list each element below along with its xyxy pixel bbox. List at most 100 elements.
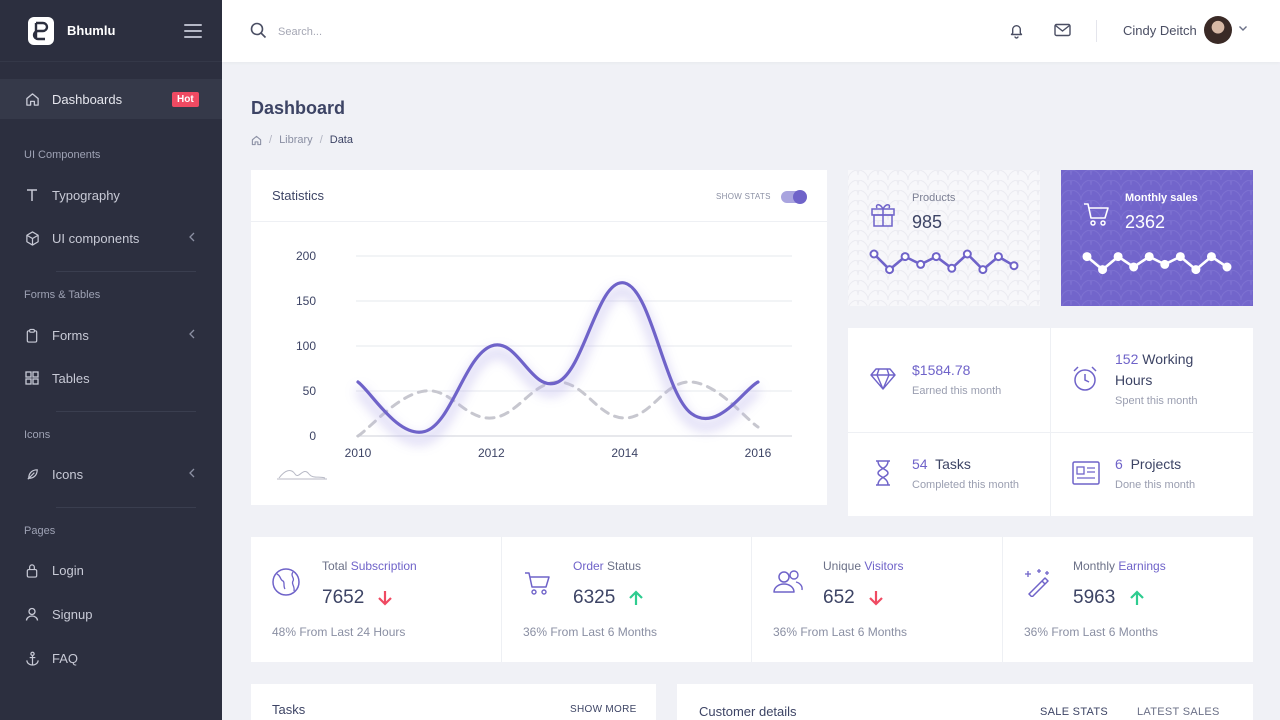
subscription-label: Total Subscription [322, 559, 417, 573]
sparkline-point [1206, 252, 1216, 262]
breadcrumb: / Library / Data [251, 134, 353, 146]
sparkline-path [1086, 255, 1228, 271]
y-tick-label: 150 [296, 294, 316, 308]
tab-latest-sales[interactable]: LATEST SALES [1137, 706, 1220, 718]
products-tile[interactable]: Products 985 [848, 170, 1040, 306]
x-tick-label: 2016 [745, 446, 772, 460]
avatar[interactable] [1204, 16, 1232, 44]
sparkline-point [1113, 252, 1123, 262]
sparkline-point [978, 265, 988, 275]
cart-icon [525, 572, 550, 595]
sidebar-item-label: Forms [52, 327, 89, 343]
show-more-link[interactable]: SHOW MORE [570, 704, 637, 715]
user-name[interactable]: Cindy Deitch [1123, 23, 1197, 38]
brand-logo-icon [28, 16, 54, 45]
monthly-sales-tile[interactable]: Monthly sales 2362 [1061, 170, 1253, 306]
brand[interactable]: Bhumlu [0, 0, 222, 62]
sidebar-item-label: Typography [52, 187, 120, 203]
tasks-sub: Completed this month [912, 479, 1019, 491]
subscription-foot: 48% From Last 24 Hours [272, 625, 406, 639]
home-icon[interactable] [251, 135, 262, 146]
sparkline-point [1191, 265, 1201, 275]
products-label: Products [912, 192, 956, 204]
y-tick-label: 100 [296, 339, 316, 353]
sidebar-item-ui-components[interactable]: UI components [0, 218, 222, 258]
chevron-down-icon[interactable] [1238, 25, 1248, 32]
series-shadow [356, 287, 760, 444]
sidebar-item-label: UI components [52, 230, 140, 246]
sparkline-point [869, 249, 879, 259]
statistics-card: Statistics SHOW STATS 0 50 100 150 200 2010 20… [251, 170, 827, 505]
sidebar-item-icons[interactable]: Icons [0, 454, 222, 494]
products-value: 985 [912, 212, 943, 232]
x-tick-label: 2012 [478, 446, 505, 460]
sparkline-point [1175, 252, 1185, 262]
arrow-up-icon [1130, 590, 1144, 605]
sparkline-point [1160, 259, 1170, 269]
tab-sale-stats[interactable]: SALE STATS [1040, 706, 1109, 718]
sparkline-point [931, 252, 941, 262]
products-sparkline [869, 249, 1019, 275]
show-stats-toggle[interactable] [781, 190, 807, 204]
monthly-earnings-value: 5963 [1073, 587, 1116, 608]
sidebar-item-tables[interactable]: Tables [0, 358, 222, 398]
menu-toggle-icon[interactable] [184, 24, 202, 38]
anchor-icon [24, 650, 40, 666]
monthly-sales-value: 2362 [1125, 212, 1166, 232]
divider [501, 537, 502, 662]
breadcrumb-link[interactable]: Library [279, 134, 313, 146]
earned-value: $1584.78 [912, 362, 971, 378]
feather-icon [24, 466, 40, 482]
typography-icon [24, 187, 40, 203]
earned-sub: Earned this month [912, 385, 1002, 397]
x-tick-label: 2014 [611, 446, 638, 460]
statistics-chart: 0 50 100 150 200 2010 2012 2014 2016 [277, 249, 792, 480]
sidebar-item-label: Icons [52, 466, 84, 482]
clipboard-icon [24, 327, 40, 343]
sidebar-item-faq[interactable]: FAQ [0, 638, 222, 678]
cart-icon [1084, 203, 1109, 226]
monthly-sales-label: Monthly sales [1125, 192, 1198, 204]
monthly-earnings-label: Monthly Earnings [1073, 559, 1166, 573]
mail-icon[interactable] [1054, 23, 1071, 37]
alarm-clock-icon [1073, 366, 1097, 391]
order-status-label: Order Status [573, 559, 642, 573]
header-divider [1096, 20, 1097, 42]
search-icon[interactable] [250, 22, 267, 39]
sidebar-item-signup[interactable]: Signup [0, 594, 222, 634]
sparkline-point [947, 263, 957, 273]
sparkline-point [916, 259, 926, 269]
monthly-sales-sparkline [1082, 252, 1232, 275]
statistics-title: Statistics [272, 188, 325, 203]
page-title: Dashboard [251, 98, 346, 118]
gift-icon [871, 204, 895, 227]
sidebar-item-dashboards[interactable]: Dashboards Hot [0, 79, 222, 119]
diamond-icon [870, 368, 896, 390]
y-tick-label: 50 [303, 384, 317, 398]
y-tick-label: 200 [296, 249, 316, 263]
search-input[interactable] [278, 21, 578, 43]
hot-badge: Hot [172, 92, 199, 107]
tasks-title: Tasks [272, 702, 306, 717]
customer-details-card: Customer details SALE STATS LATEST SALES [677, 684, 1253, 720]
x-tick-label: 2010 [345, 446, 372, 460]
sparkline-point [962, 249, 972, 259]
brand-name: Bhumlu [67, 23, 116, 38]
divider [751, 537, 752, 662]
sidebar-item-typography[interactable]: Typography [0, 175, 222, 215]
sidebar-item-forms[interactable]: Forms [0, 315, 222, 355]
subscription-value: 7652 [322, 587, 365, 608]
sidebar-item-login[interactable]: Login [0, 550, 222, 590]
sparkline-point [1009, 261, 1019, 271]
section-heading-pages: Pages [24, 525, 56, 537]
unique-visitors-foot: 36% From Last 6 Months [773, 625, 908, 639]
unique-visitors-value: 652 [823, 587, 855, 608]
projects-sub: Done this month [1115, 479, 1196, 491]
order-status-value: 6325 [573, 587, 616, 608]
sidebar-item-label: Login [52, 562, 84, 578]
sparkline-point [993, 252, 1003, 262]
magic-wand-icon [1025, 569, 1049, 597]
divider [56, 507, 196, 508]
arrow-down-icon [869, 591, 883, 606]
bell-icon[interactable] [1008, 22, 1025, 39]
